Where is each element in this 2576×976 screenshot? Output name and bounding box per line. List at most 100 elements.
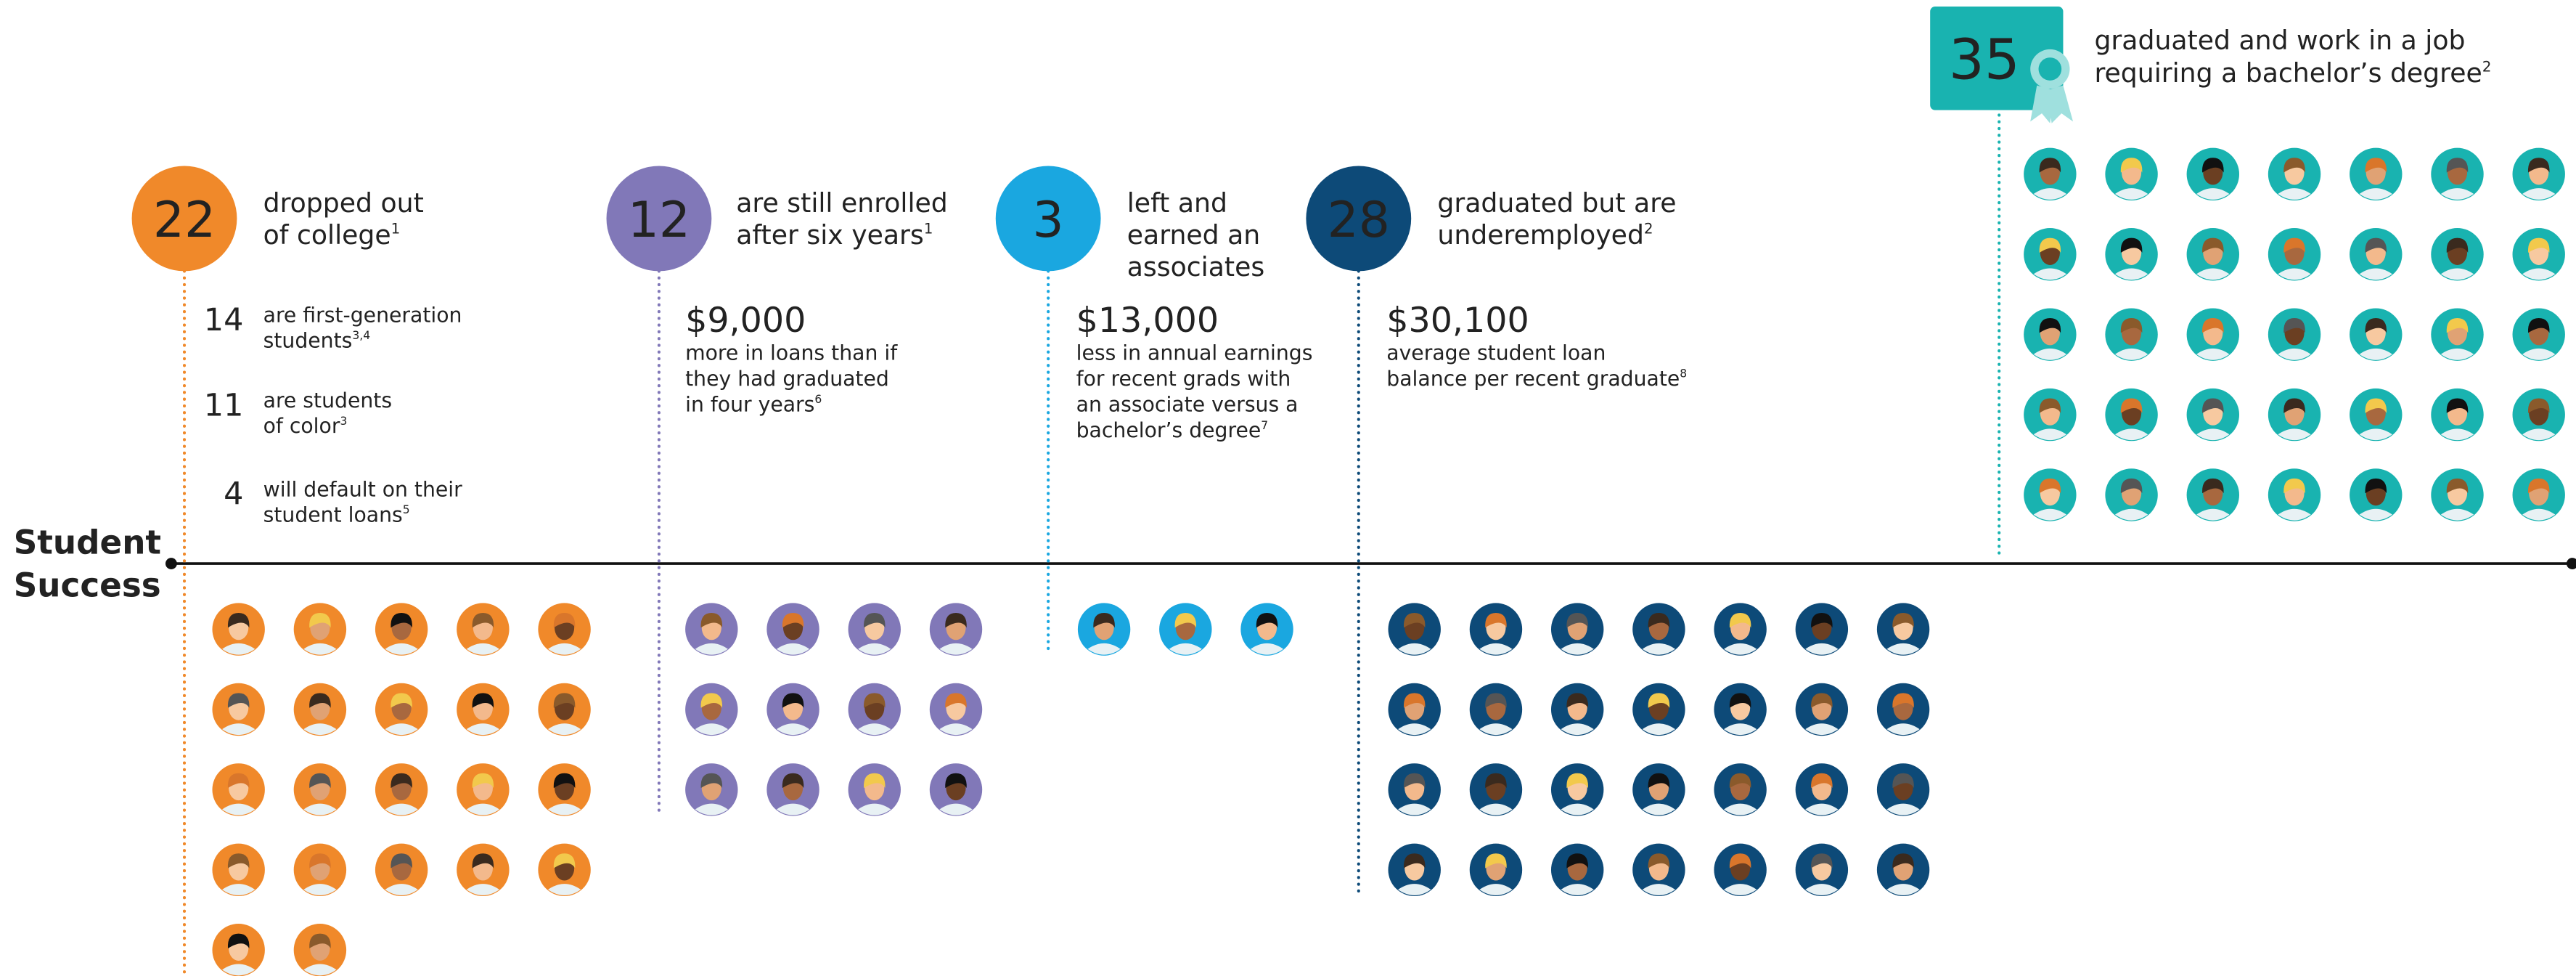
sub-text-line: student loans: [263, 503, 403, 526]
person-icon: [2513, 308, 2565, 360]
person-icon: [294, 683, 346, 736]
person-icon: [1877, 763, 1929, 816]
person-icon: [1714, 844, 1766, 896]
person-icon: [766, 763, 819, 816]
person-icon: [375, 844, 428, 896]
person-icon: [457, 683, 509, 736]
person-icon: [1714, 603, 1766, 655]
person-icon: [2105, 228, 2157, 280]
sub-text-line: are first-generation: [263, 303, 462, 327]
person-icon: [930, 763, 982, 816]
person-icon: [2268, 308, 2321, 360]
stat-text-line: less in annual earnings: [1076, 341, 1313, 365]
person-icon: [294, 603, 346, 655]
person-icon: [294, 763, 346, 816]
group-title: graduated but are: [1437, 187, 1676, 219]
sub-number: 14: [204, 302, 244, 338]
stat-text: bachelor’s degree7: [1076, 418, 1269, 442]
person-icon: [1470, 683, 1522, 736]
person-icon: [538, 844, 590, 896]
footnote: 3: [340, 415, 347, 428]
person-icon: [538, 603, 590, 655]
person-icon: [2431, 308, 2483, 360]
person-icon: [212, 763, 264, 816]
person-icon: [457, 763, 509, 816]
axis-label-line: Student: [14, 524, 161, 562]
person-icon: [538, 683, 590, 736]
sub-text: are students: [263, 389, 392, 412]
person-icon: [2105, 468, 2157, 521]
person-icon: [2268, 468, 2321, 521]
person-icon: [375, 603, 428, 655]
axis-label: Student: [14, 524, 161, 562]
person-icon: [1632, 844, 1685, 896]
stat-text: less in annual earnings: [1076, 341, 1313, 365]
stat-text-line: average student loan: [1386, 341, 1606, 365]
footnote: 1: [391, 221, 401, 237]
person-icon: [1078, 603, 1130, 655]
group-title-line: underemployed: [1437, 219, 1644, 251]
person-icon: [930, 683, 982, 736]
group-title-line: graduated and work in a job: [2094, 25, 2465, 56]
person-icon: [849, 683, 901, 736]
person-icon: [1714, 763, 1766, 816]
person-icon: [1632, 683, 1685, 736]
footnote: 2: [1644, 221, 1653, 237]
person-icon: [2350, 468, 2402, 521]
sub-text: student loans5: [263, 503, 410, 526]
stat-text-line: more in loans than if: [685, 341, 898, 365]
group-title: are still enrolled: [736, 187, 948, 219]
person-icon: [212, 603, 264, 655]
group-title-line: left and: [1127, 187, 1227, 219]
person-icon: [1551, 763, 1603, 816]
person-icon: [2187, 389, 2239, 441]
sub-text-line: are students: [263, 389, 392, 412]
group-title: underemployed2: [1437, 219, 1653, 251]
person-icon: [2513, 148, 2565, 200]
stat-text: balance per recent graduate8: [1386, 367, 1687, 391]
group-title: dropped out: [263, 187, 424, 219]
person-icon: [212, 683, 264, 736]
sub-text: of color3: [263, 414, 348, 438]
person-icon: [2024, 148, 2076, 200]
person-icon: [2431, 148, 2483, 200]
person-icon: [2105, 308, 2157, 360]
stat-text-line: for recent grads with: [1076, 367, 1291, 391]
person-icon: [2350, 308, 2402, 360]
person-icon: [1632, 603, 1685, 655]
person-icon: [2187, 228, 2239, 280]
group-number: 22: [153, 192, 216, 249]
stat-text-line: an associate versus a: [1076, 393, 1299, 417]
person-icon: [1470, 603, 1522, 655]
group-title: left and: [1127, 187, 1227, 219]
person-icon: [685, 683, 737, 736]
stat-text-line: balance per recent graduate: [1386, 367, 1680, 391]
footnote: 5: [403, 503, 410, 516]
group-title-line: after six years: [736, 219, 924, 251]
group-title-line: of college: [263, 219, 391, 251]
axis-label: Success: [14, 566, 161, 604]
axis-label-line: Success: [14, 566, 161, 604]
person-icon: [457, 844, 509, 896]
group-number: 12: [628, 192, 690, 249]
page: {"axis_label_lines":["Student","Success"…: [0, 0, 2576, 976]
person-icon: [2268, 228, 2321, 280]
group-title-line: associates: [1127, 251, 1264, 282]
footnote: 8: [1680, 367, 1687, 381]
group-title-line: earned an: [1127, 219, 1260, 251]
person-icon: [538, 763, 590, 816]
axis-end: [2567, 558, 2576, 569]
stat-text-line: they had graduated: [685, 367, 889, 391]
person-icon: [2024, 308, 2076, 360]
person-icon: [849, 603, 901, 655]
stat-value: $9,000: [685, 301, 806, 341]
person-icon: [212, 924, 264, 976]
person-icon: [766, 603, 819, 655]
group-title: associates: [1127, 251, 1264, 282]
person-icon: [2024, 228, 2076, 280]
person-icon: [1796, 844, 1848, 896]
person-icon: [1470, 844, 1522, 896]
person-icon: [2350, 148, 2402, 200]
person-icon: [294, 924, 346, 976]
stat-text: average student loan: [1386, 341, 1606, 365]
